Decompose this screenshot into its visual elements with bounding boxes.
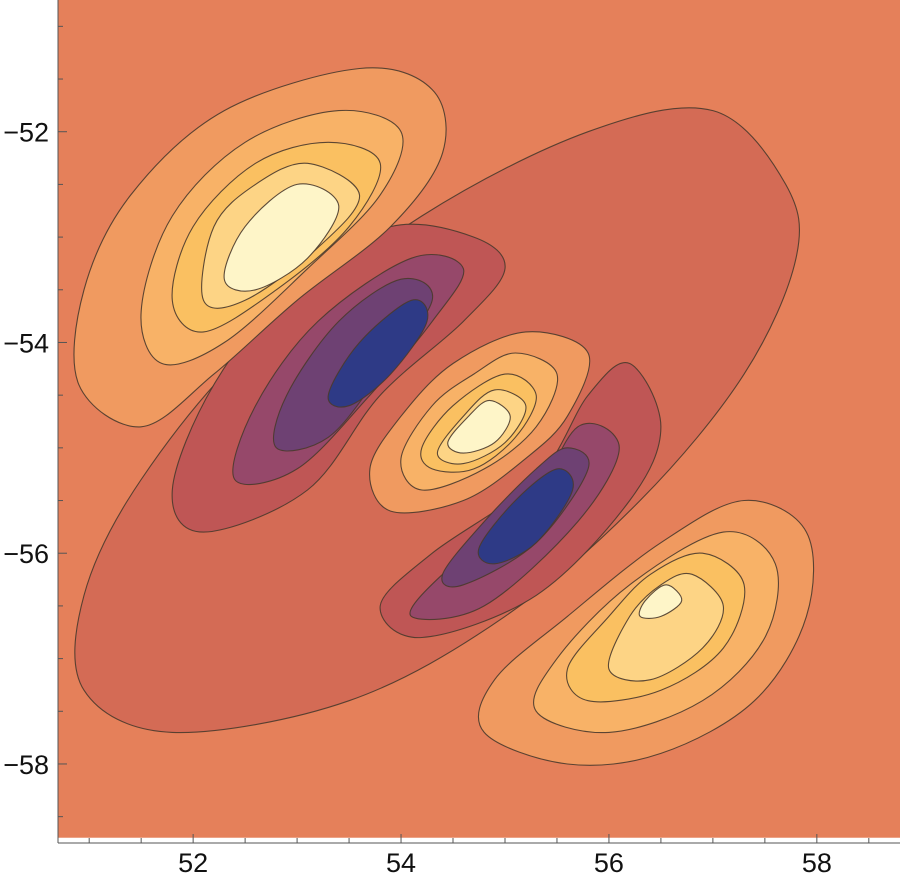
- x-tick-label: 54: [386, 848, 416, 878]
- contour-region-high-5-2: [447, 399, 511, 454]
- axes: 52 54 56 58 −52 −54 −56 −58: [3, 0, 900, 878]
- y-ticks: −52 −54 −56 −58: [3, 25, 67, 818]
- contour-region-high-5-1: [223, 183, 340, 292]
- x-tick-label: 58: [802, 848, 832, 878]
- y-tick-label: −54: [3, 328, 49, 358]
- x-tick-label: 52: [178, 848, 208, 878]
- contour-region-high-5-3: [638, 584, 683, 619]
- y-tick-label: −58: [3, 750, 49, 780]
- y-tick-label: −52: [3, 118, 49, 148]
- contour-layers: [73, 67, 815, 766]
- contour-region-low-4-2: [477, 468, 574, 565]
- x-tick-label: 56: [594, 848, 624, 878]
- contour-region-low-4-1: [327, 299, 429, 408]
- contour-region-high-4-3: [607, 572, 724, 682]
- x-ticks: 52 54 56 58: [88, 834, 870, 878]
- y-tick-label: −56: [3, 539, 49, 569]
